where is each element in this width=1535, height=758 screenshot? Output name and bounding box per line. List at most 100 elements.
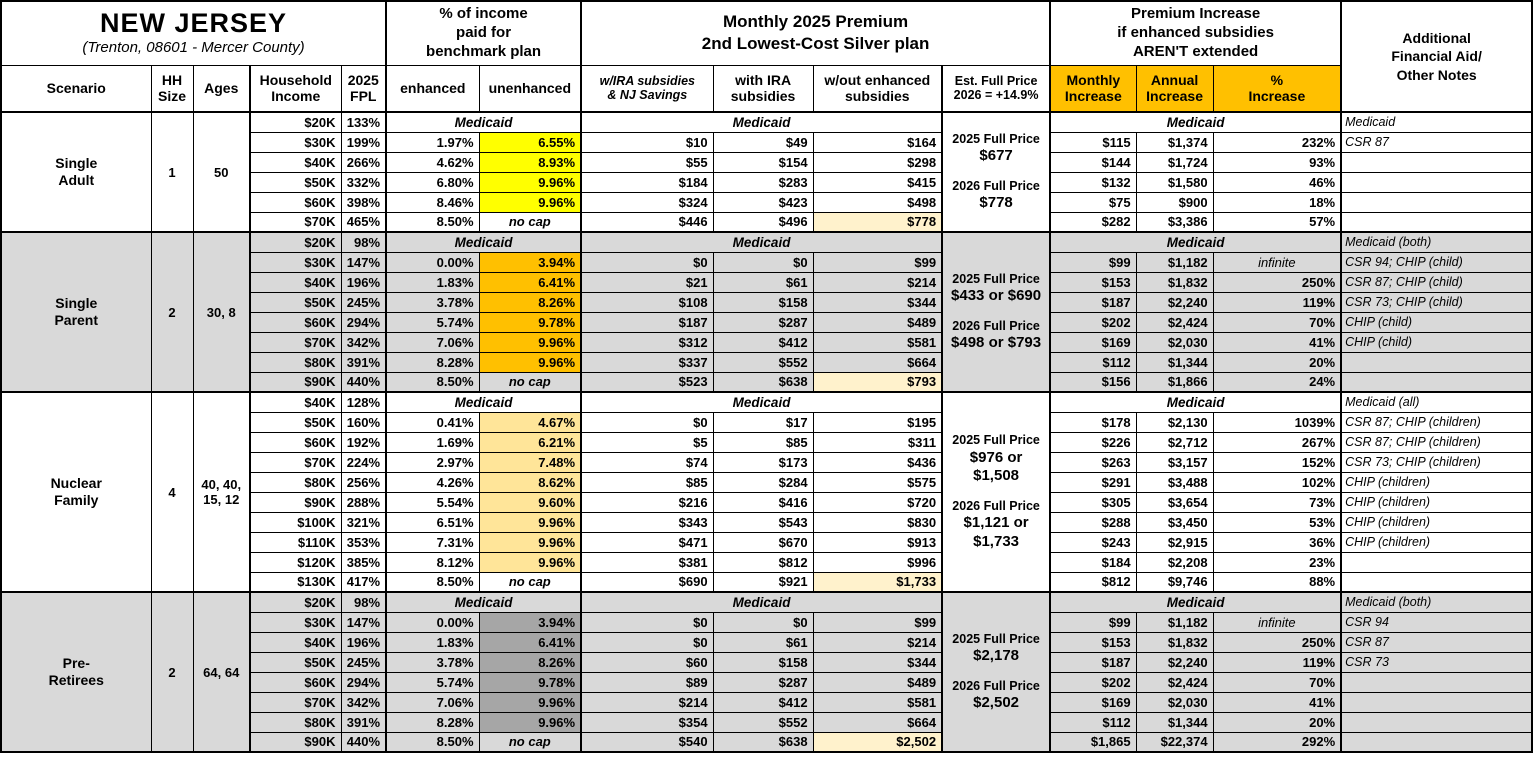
cell-enhanced-pct: 8.50% [385,731,480,753]
header-enhanced: enhanced [385,64,480,113]
cell-w-ira-nj: $214 [580,691,714,713]
est-2025-value: $433 or $690 [951,287,1042,305]
cell-wout-enhanced: $298 [812,151,943,173]
cell-note [1340,171,1533,193]
cell-wout-enhanced: $344 [812,651,943,673]
cell-household-income: $60K [249,311,342,333]
cell-household-income: $90K [249,731,342,753]
cell-medicaid-premium: Medicaid [580,391,943,413]
cell-enhanced-pct: 8.50% [385,371,480,393]
table-row: Single Adult 1 50 $20K 133% Medicaid Medicaid 2… [0,111,1533,233]
cell-unenhanced-pct: 9.78% [478,311,582,333]
cell-household-income: $70K [249,451,342,473]
cell-monthly-increase: $202 [1049,311,1137,333]
cell-household-income: $120K [249,551,342,573]
cell-household-income: $110K [249,531,342,553]
cell-w-ira-nj: $0 [580,631,714,653]
cell-w-ira-nj: $89 [580,671,714,693]
table-row: $50K 332% 6.80% 9.96% $184 $283 $415 $132 $1,580… [1,171,1533,193]
cell-household-income: $60K [249,431,342,453]
cell-unenhanced-pct: 6.21% [478,431,582,453]
cell-with-ira: $17 [712,411,814,433]
cell-note: CHIP (children) [1340,491,1533,513]
cell-fpl: 133% [340,111,387,133]
cell-pct-increase: 36% [1212,531,1342,553]
table-row: $90K 440% 8.50% no cap $540 $638 $2,502 $1,865 $… [1,731,1533,753]
cell-note [1340,191,1533,213]
cell-household-income: $40K [249,391,342,413]
cell-ages: 30, 8 [192,231,251,393]
table-row: $130K 417% 8.50% no cap $690 $921 $1,733 $812 $9… [1,571,1533,593]
cell-note [1340,571,1533,593]
cell-w-ira-nj: $0 [580,251,714,273]
cell-wout-enhanced: $830 [812,511,943,533]
cell-with-ira: $412 [712,331,814,353]
cell-monthly-increase: $144 [1049,151,1137,173]
cell-annual-increase: $3,488 [1135,471,1214,493]
cell-annual-increase: $1,866 [1135,371,1214,393]
est-2026-value: $2,502 [973,694,1020,712]
cell-w-ira-nj: $55 [580,151,714,173]
cell-enhanced-pct: 8.28% [385,711,480,733]
cell-household-income: $60K [249,671,342,693]
cell-note: CHIP (child) [1340,331,1533,353]
cell-annual-increase: $2,424 [1135,671,1214,693]
cell-enhanced-pct: 1.97% [385,131,480,153]
table-row: $80K 256% 4.26% 8.62% $85 $284 $575 $291 $3,488 1… [1,471,1533,493]
cell-medicaid-pct: Medicaid [385,591,582,613]
cell-annual-increase: $2,030 [1135,691,1214,713]
cell-note: CHIP (children) [1340,471,1533,493]
cell-household-income: $30K [249,131,342,153]
cell-pct-increase: 20% [1212,351,1342,373]
cell-monthly-increase: $178 [1049,411,1137,433]
header-scenario: Scenario [0,64,152,113]
cell-household-income: $90K [249,491,342,513]
header-with-ira: with IRA subsidies [712,64,814,113]
cell-fpl: 353% [340,531,387,553]
cell-pct-increase: 250% [1212,271,1342,293]
cell-with-ira: $812 [712,551,814,573]
cell-annual-increase: $2,915 [1135,531,1214,553]
cell-annual-increase: $2,712 [1135,431,1214,453]
table-row: $40K 266% 4.62% 8.93% $55 $154 $298 $144 $1,724 9… [1,151,1533,173]
cell-monthly-increase: $169 [1049,691,1137,713]
cell-annual-increase: $1,344 [1135,711,1214,733]
table-row: $120K 385% 8.12% 9.96% $381 $812 $996 $184 $2,20… [1,551,1533,573]
cell-enhanced-pct: 5.54% [385,491,480,513]
cell-w-ira-nj: $10 [580,131,714,153]
cell-note: CHIP (children) [1340,531,1533,553]
cell-fpl: 385% [340,551,387,573]
cell-unenhanced-pct: 3.94% [478,611,582,633]
cell-scenario: Pre- Retirees [0,591,152,753]
table-row: $110K 353% 7.31% 9.96% $471 $670 $913 $243 $2,91… [1,531,1533,553]
est-2025-label: 2025 Full Price [952,132,1040,146]
cell-unenhanced-pct: no cap [478,571,582,593]
cell-with-ira: $158 [712,651,814,673]
cell-medicaid-premium: Medicaid [580,111,943,133]
cell-w-ira-nj: $324 [580,191,714,213]
cell-unenhanced-pct: 9.96% [478,691,582,713]
cell-note [1340,671,1533,693]
cell-note: CSR 87; CHIP (children) [1340,431,1533,453]
cell-unenhanced-pct: 9.96% [478,551,582,573]
table-row: $70K 465% 8.50% no cap $446 $496 $778 $282 $3,38… [1,211,1533,233]
cell-annual-increase: $2,208 [1135,551,1214,573]
cell-fpl: 160% [340,411,387,433]
cell-unenhanced-pct: 9.96% [478,511,582,533]
cell-note: CSR 94 [1340,611,1533,633]
cell-annual-increase: $2,130 [1135,411,1214,433]
cell-household-income: $80K [249,711,342,733]
cell-pct-increase: 119% [1212,651,1342,673]
cell-pct-increase: infinite [1212,611,1342,633]
cell-wout-enhanced: $996 [812,551,943,573]
cell-monthly-increase: $99 [1049,611,1137,633]
cell-with-ira: $154 [712,151,814,173]
header-notes: Additional Financial Aid/ Other Notes [1340,0,1533,113]
est-2025-value: $2,178 [973,647,1020,665]
header-est-full-price: Est. Full Price 2026 = +14.9% [941,64,1051,113]
cell-household-income: $50K [249,171,342,193]
cell-note: CHIP (children) [1340,511,1533,533]
cell-pct-increase: 102% [1212,471,1342,493]
cell-household-income: $70K [249,211,342,233]
